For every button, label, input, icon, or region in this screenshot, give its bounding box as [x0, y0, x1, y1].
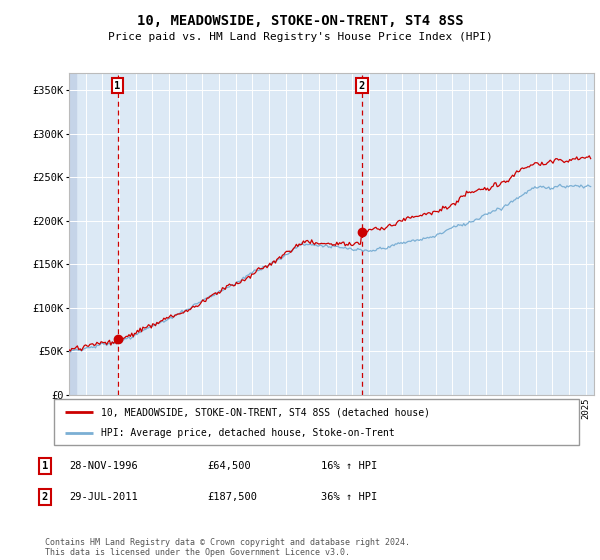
Text: Contains HM Land Registry data © Crown copyright and database right 2024.
This d: Contains HM Land Registry data © Crown c… — [45, 538, 410, 557]
HPI: Average price, detached house, Stoke-on-Trent: (2e+03, 1.38e+05): Average price, detached house, Stoke-on-… — [245, 271, 253, 278]
HPI: Average price, detached house, Stoke-on-Trent: (2.01e+03, 1.68e+05): Average price, detached house, Stoke-on-… — [379, 245, 386, 251]
HPI: Average price, detached house, Stoke-on-Trent: (2.02e+03, 2.4e+05): Average price, detached house, Stoke-on-… — [569, 183, 576, 190]
Text: 16% ↑ HPI: 16% ↑ HPI — [321, 461, 377, 471]
10, MEADOWSIDE, STOKE-ON-TRENT, ST4 8SS (detached house) — [328, 240, 335, 247]
Text: 1: 1 — [115, 81, 121, 91]
Text: Price paid vs. HM Land Registry's House Price Index (HPI): Price paid vs. HM Land Registry's House … — [107, 32, 493, 43]
FancyBboxPatch shape — [54, 399, 579, 445]
Text: £64,500: £64,500 — [207, 461, 251, 471]
Bar — [69, 73, 76, 395]
10, MEADOWSIDE, STOKE-ON-TRENT, ST4 8SS (detached house) — [379, 225, 386, 232]
HPI: Average price, detached house, Stoke-on-Trent: (2e+03, 1.3e+05): Average price, detached house, Stoke-on-… — [234, 278, 241, 285]
HPI: Average price, detached house, Stoke-on-Trent: (2.03e+03, 2.39e+05): Average price, detached house, Stoke-on-… — [587, 183, 594, 190]
Text: 28-NOV-1996: 28-NOV-1996 — [69, 461, 138, 471]
HPI: Average price, detached house, Stoke-on-Trent: (1.99e+03, 4.9e+04): Average price, detached house, Stoke-on-… — [67, 349, 74, 356]
Text: 29-JUL-2011: 29-JUL-2011 — [69, 492, 138, 502]
10, MEADOWSIDE, STOKE-ON-TRENT, ST4 8SS (detached house) — [67, 348, 74, 354]
10, MEADOWSIDE, STOKE-ON-TRENT, ST4 8SS (detached house) — [587, 155, 594, 162]
Text: 10, MEADOWSIDE, STOKE-ON-TRENT, ST4 8SS: 10, MEADOWSIDE, STOKE-ON-TRENT, ST4 8SS — [137, 14, 463, 28]
Text: 1: 1 — [42, 461, 48, 471]
Text: 2: 2 — [42, 492, 48, 502]
Text: 10, MEADOWSIDE, STOKE-ON-TRENT, ST4 8SS (detached house): 10, MEADOWSIDE, STOKE-ON-TRENT, ST4 8SS … — [101, 407, 430, 417]
10, MEADOWSIDE, STOKE-ON-TRENT, ST4 8SS (detached house) — [65, 347, 73, 353]
HPI: Average price, detached house, Stoke-on-Trent: (2.01e+03, 1.69e+05): Average price, detached house, Stoke-on-… — [328, 245, 335, 251]
HPI: Average price, detached house, Stoke-on-Trent: (1.99e+03, 4.9e+04): Average price, detached house, Stoke-on-… — [65, 349, 73, 356]
10, MEADOWSIDE, STOKE-ON-TRENT, ST4 8SS (detached house) — [245, 273, 253, 279]
10, MEADOWSIDE, STOKE-ON-TRENT, ST4 8SS (detached house) — [568, 157, 575, 164]
Line: HPI: Average price, detached house, Stoke-on-Trent: HPI: Average price, detached house, Stok… — [69, 184, 590, 352]
Line: 10, MEADOWSIDE, STOKE-ON-TRENT, ST4 8SS (detached house): 10, MEADOWSIDE, STOKE-ON-TRENT, ST4 8SS … — [69, 156, 590, 351]
Text: HPI: Average price, detached house, Stoke-on-Trent: HPI: Average price, detached house, Stok… — [101, 428, 395, 438]
Text: 2: 2 — [359, 81, 365, 91]
Text: 36% ↑ HPI: 36% ↑ HPI — [321, 492, 377, 502]
HPI: Average price, detached house, Stoke-on-Trent: (2.02e+03, 2.42e+05): Average price, detached house, Stoke-on-… — [556, 181, 563, 188]
Text: £187,500: £187,500 — [207, 492, 257, 502]
HPI: Average price, detached house, Stoke-on-Trent: (2e+03, 1.06e+05): Average price, detached house, Stoke-on-… — [195, 299, 202, 306]
10, MEADOWSIDE, STOKE-ON-TRENT, ST4 8SS (detached house) — [234, 281, 241, 287]
10, MEADOWSIDE, STOKE-ON-TRENT, ST4 8SS (detached house) — [195, 302, 202, 309]
10, MEADOWSIDE, STOKE-ON-TRENT, ST4 8SS (detached house) — [586, 152, 593, 159]
